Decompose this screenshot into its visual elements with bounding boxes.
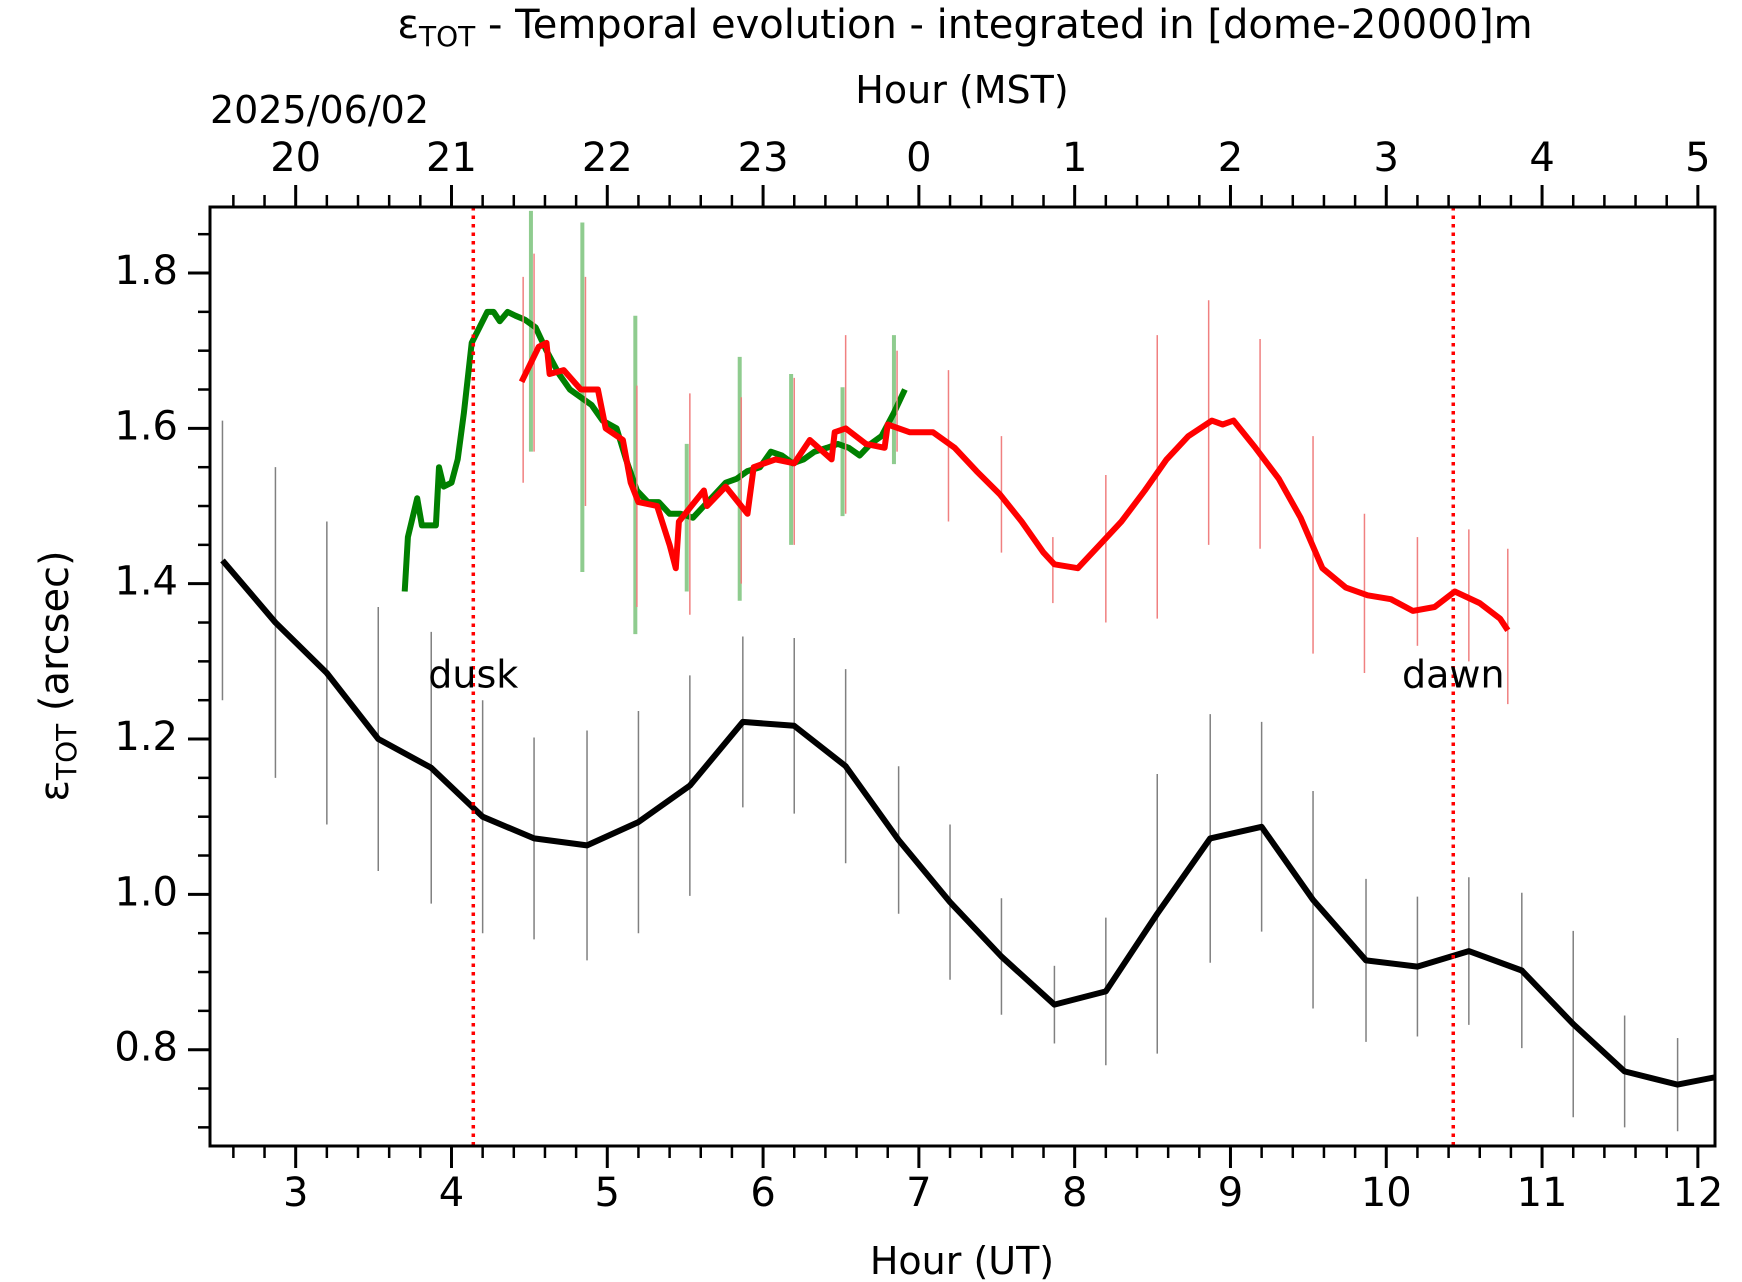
date-label: 2025/06/02 — [210, 88, 429, 132]
x2-tick-label: 4 — [1529, 135, 1554, 181]
x-tick-label: 3 — [283, 1170, 308, 1216]
ylabel-rest: (arcsec) — [32, 550, 78, 723]
title-rest: - Temporal evolution - integrated in [do… — [475, 2, 1532, 48]
x-tick-label: 12 — [1672, 1170, 1723, 1216]
plot-frame — [208, 205, 1717, 1148]
ylabel-subscript: TOT — [50, 723, 83, 781]
x2-tick-label: 21 — [426, 135, 477, 181]
event-label: dusk — [428, 652, 518, 696]
x2-tick-label: 5 — [1685, 135, 1710, 181]
title-subscript: TOT — [418, 20, 476, 53]
y-axis-label: εTOT (arcsec) — [32, 550, 83, 801]
event-label: dawn — [1402, 652, 1505, 696]
ylabel-main: ε — [32, 780, 78, 802]
y-tick-label: 0.8 — [114, 1025, 178, 1071]
x2-tick-label: 23 — [738, 135, 789, 181]
y-tick-label: 1.0 — [114, 869, 178, 915]
y-tick-label: 1.6 — [114, 403, 178, 449]
series-line — [518, 339, 1511, 632]
x2-tick-label: 2 — [1218, 135, 1243, 181]
x-tick-label: 8 — [1062, 1170, 1087, 1216]
y-tick-label: 1.2 — [114, 714, 178, 760]
x-tick-label: 6 — [750, 1170, 775, 1216]
x2-axis-label: Hour (MST) — [855, 68, 1068, 112]
title-main: ε — [397, 2, 419, 48]
x2-tick-label: 1 — [1062, 135, 1087, 181]
y-tick-label: 1.4 — [114, 559, 178, 605]
x-tick-label: 5 — [595, 1170, 620, 1216]
x2-tick-label: 20 — [270, 135, 321, 181]
plot-area — [220, 210, 1715, 1132]
x-tick-label: 4 — [439, 1170, 464, 1216]
x-tick-label: 11 — [1517, 1170, 1568, 1216]
series-line — [220, 558, 1715, 1088]
x-axis-label: Hour (UT) — [870, 1239, 1054, 1282]
x2-tick-label: 3 — [1374, 135, 1399, 181]
x2-tick-label: 0 — [906, 135, 931, 181]
chart-title: εTOT - Temporal evolution - integrated i… — [397, 2, 1532, 53]
x-tick-label: 9 — [1218, 1170, 1243, 1216]
x-tick-label: 7 — [906, 1170, 931, 1216]
x-tick-label: 10 — [1361, 1170, 1412, 1216]
y-tick-label: 1.8 — [114, 248, 178, 294]
x2-tick-label: 22 — [582, 135, 633, 181]
